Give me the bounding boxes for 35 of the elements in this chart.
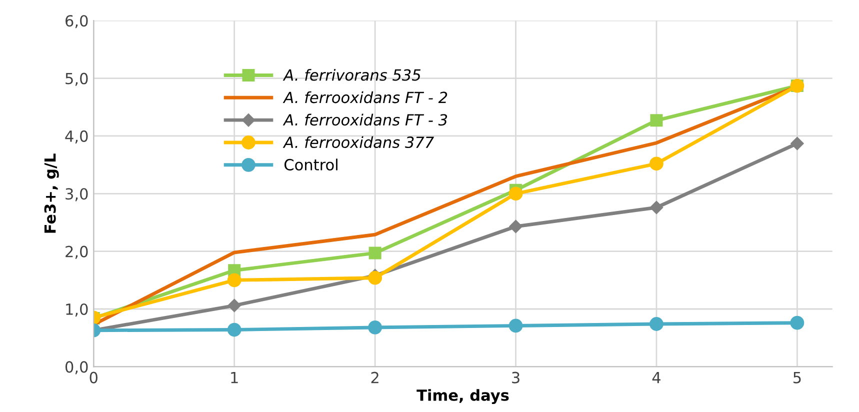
point <box>368 270 382 285</box>
legend-label: A. ferrivorans 535 <box>282 68 421 81</box>
x-tick-label: 0 <box>90 372 98 384</box>
point <box>227 322 242 337</box>
point <box>368 246 382 260</box>
point <box>227 273 242 288</box>
point <box>650 200 664 214</box>
y-tick-label: 0,0 <box>65 361 88 374</box>
point <box>228 298 241 312</box>
point <box>790 136 804 150</box>
y-tick-label: 5,0 <box>66 72 88 86</box>
point <box>508 318 523 333</box>
legend-label: A. ferrooxidans 377 <box>282 136 434 148</box>
point <box>650 156 664 171</box>
point <box>790 316 804 330</box>
x-tick-label: 5 <box>794 372 801 384</box>
y-tick-label: 1,0 <box>66 303 88 317</box>
point <box>508 186 523 201</box>
y-tick-label: 3,0 <box>66 188 88 202</box>
y-tick-label: 4,0 <box>65 130 88 144</box>
y-tick-label: 2,0 <box>66 246 88 259</box>
x-axis-title: Time, days <box>416 389 509 404</box>
y-axis-title: Fe3+, g/L <box>44 154 59 233</box>
point <box>650 317 664 331</box>
legend-label: A. ferrooxidans FT - 3 <box>282 114 448 126</box>
point <box>650 114 663 127</box>
y-tick-label: 6,0 <box>66 15 88 28</box>
point <box>368 320 382 334</box>
x-tick-label: 1 <box>231 372 238 384</box>
x-tick-label: 2 <box>371 372 378 384</box>
point <box>509 220 522 234</box>
x-tick-label: 4 <box>652 372 660 384</box>
legend-label: A. ferrooxidans FT - 2 <box>282 91 448 104</box>
x-tick-label: 3 <box>512 372 520 384</box>
legend-label: Control <box>284 158 338 170</box>
